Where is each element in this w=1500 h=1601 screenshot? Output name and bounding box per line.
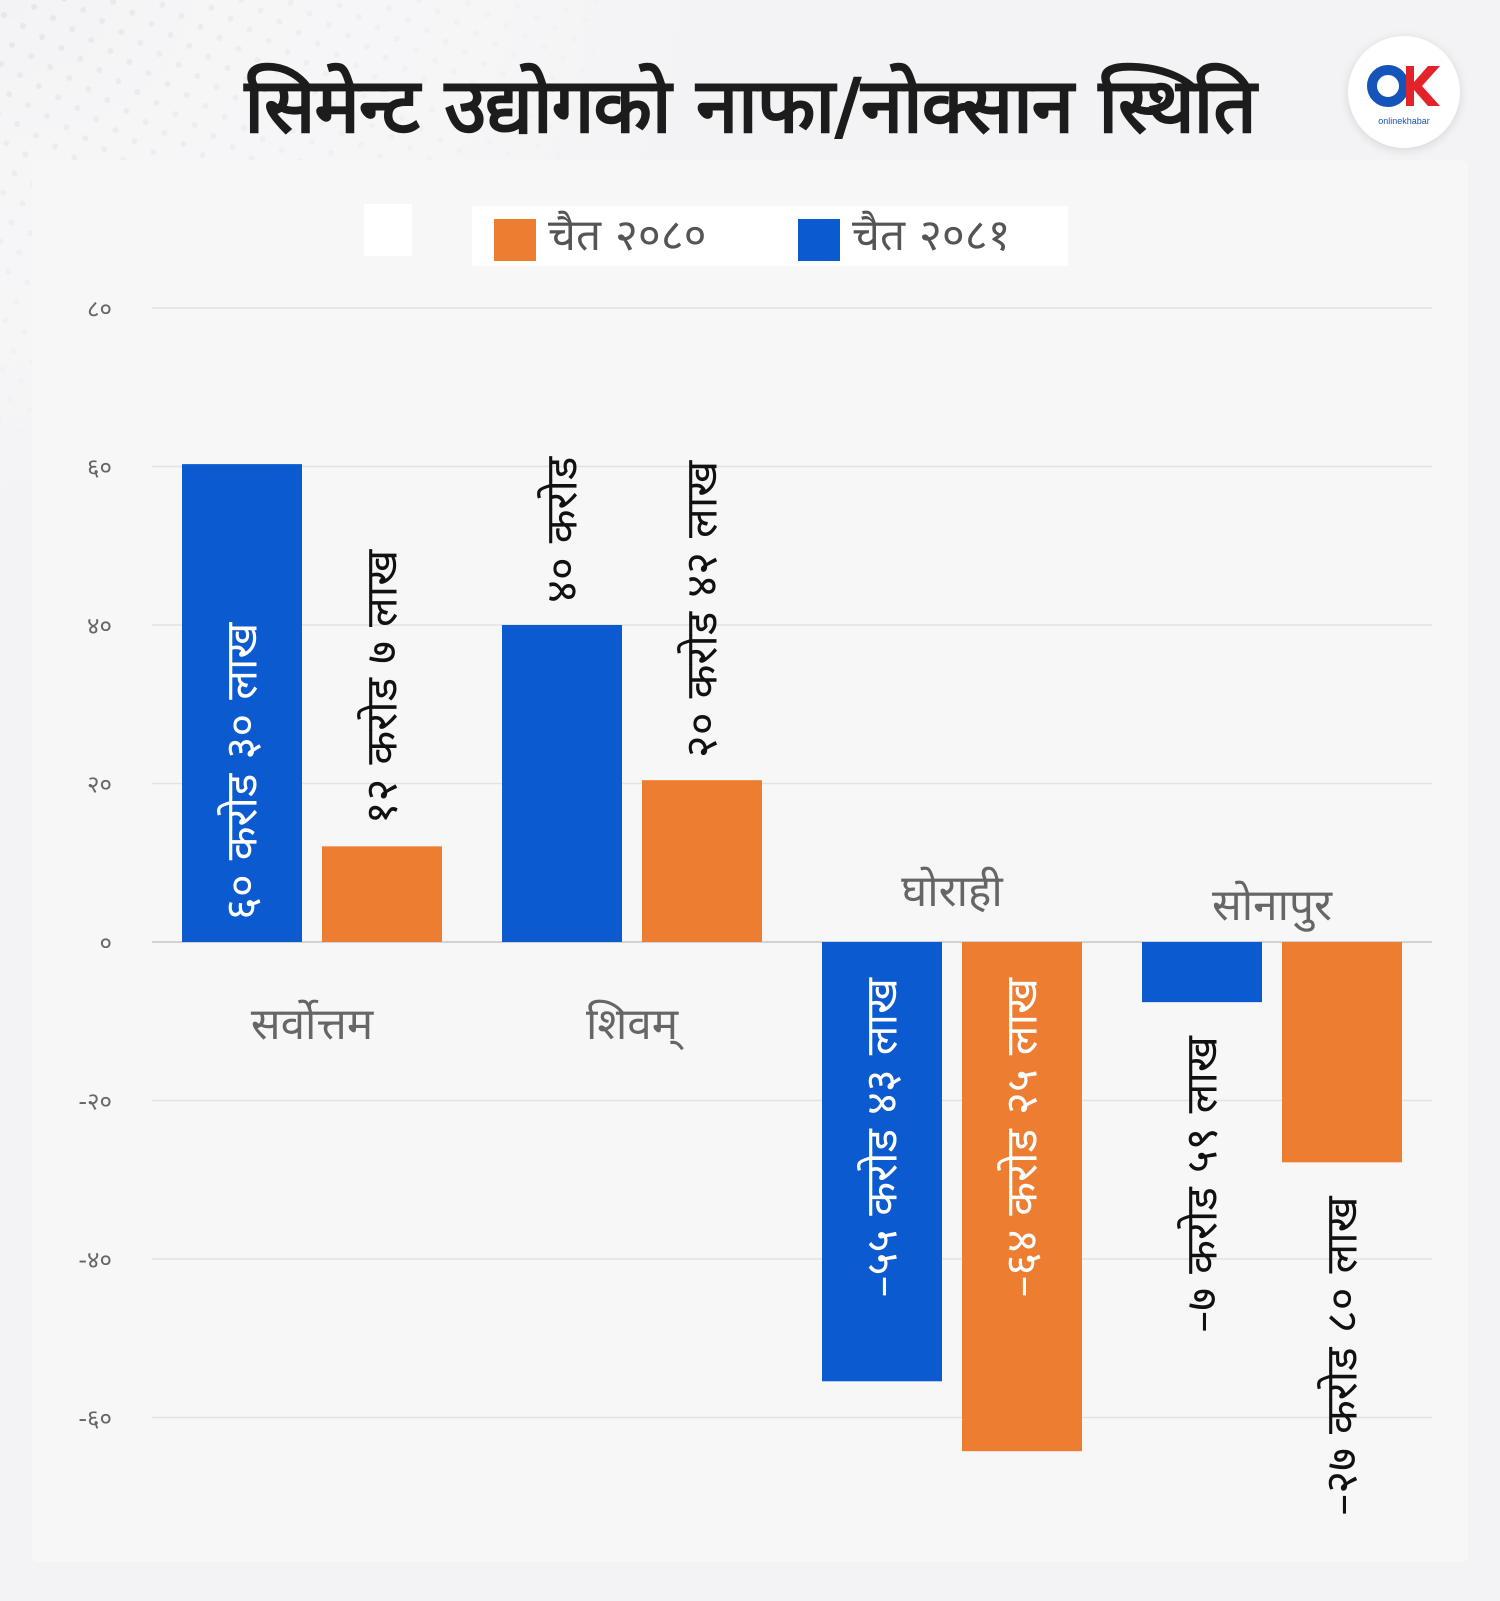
bar	[1282, 942, 1402, 1163]
legend-swatch-2081	[798, 219, 840, 261]
legend-label-2080: चैत २०८०	[548, 210, 707, 261]
bar	[642, 780, 762, 942]
chart-legend: चैत २०८० चैत २०८१	[0, 204, 1500, 266]
bar-value-label: –७ करोड ५९ लाख	[1177, 1035, 1228, 1333]
bar-value-label: –२७ करोड ८० लाख	[1317, 1195, 1368, 1515]
y-tick-label: ०	[100, 929, 112, 957]
y-tick-label: -६०	[78, 1405, 112, 1433]
bar	[822, 942, 942, 1382]
bar	[502, 625, 622, 942]
y-tick-label: -२०	[78, 1088, 112, 1116]
legend-blank-box	[364, 204, 412, 256]
bar	[962, 942, 1082, 1452]
bar-value-label: २० करोड ४२ लाख	[677, 460, 728, 758]
logo-o-mark	[1367, 65, 1409, 107]
category-label: सर्वोत्तम	[251, 999, 374, 1050]
y-tick-label: -४०	[78, 1246, 112, 1274]
logo-text: onlinekhabar	[1378, 116, 1430, 126]
legend-label-2081: चैत २०८१	[852, 210, 1011, 261]
bar-value-label: –५५ करोड ४३ लाख	[857, 977, 908, 1297]
y-tick-label: ४०	[87, 612, 112, 640]
y-tick-label: ६०	[87, 454, 112, 482]
bar-value-label: ६० करोड ३० लाख	[217, 622, 268, 920]
legend-box	[472, 206, 1068, 266]
logo-k-mark	[1406, 66, 1440, 106]
y-tick-label: २०	[87, 771, 112, 799]
chart-title: सिमेन्ट उद्योगको नाफा/नोक्सान स्थिति	[244, 61, 1256, 150]
legend-swatch-2080	[494, 219, 536, 261]
bar	[322, 846, 442, 942]
onlinekhabar-logo: onlinekhabar	[1348, 36, 1460, 148]
bar-value-label: १२ करोड ७ लाख	[357, 549, 408, 825]
bar	[182, 464, 302, 942]
y-tick-label: ८०	[87, 295, 112, 323]
category-label: सोनापुर	[1212, 880, 1333, 932]
category-label: घोराही	[901, 866, 1004, 917]
category-label: शिवम्	[586, 999, 684, 1051]
bar-value-label: –६४ करोड २५ लाख	[997, 977, 1048, 1297]
bar	[1142, 942, 1262, 1003]
bar-value-label: ४० करोड	[537, 456, 588, 603]
